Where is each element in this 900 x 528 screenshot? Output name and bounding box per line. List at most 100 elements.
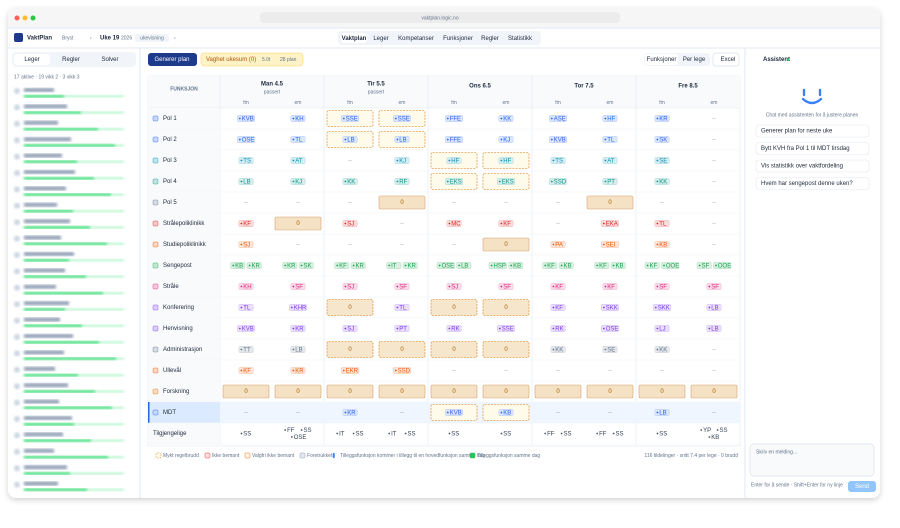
chip[interactable]: [498, 220, 514, 227]
minimize[interactable]: [22, 15, 28, 21]
sidebar-tab[interactable]: Solver: [101, 57, 118, 63]
chip[interactable]: [445, 136, 464, 143]
suggestion[interactable]: [755, 159, 870, 173]
chip[interactable]: [290, 115, 306, 122]
chip[interactable]: [334, 262, 350, 269]
chip[interactable]: [661, 262, 680, 269]
chip[interactable]: [394, 136, 410, 143]
chip[interactable]: [601, 325, 620, 332]
chip[interactable]: [290, 136, 306, 143]
chip[interactable]: [601, 220, 620, 227]
chip[interactable]: [341, 115, 360, 122]
chip[interactable]: [238, 157, 254, 164]
chip[interactable]: [549, 115, 568, 122]
chip[interactable]: [446, 283, 462, 290]
chip[interactable]: [394, 178, 410, 185]
export-button[interactable]: [712, 52, 740, 67]
chip[interactable]: [238, 241, 254, 248]
chip[interactable]: [654, 283, 670, 290]
chip[interactable]: [445, 178, 464, 185]
chip[interactable]: [236, 136, 255, 143]
chip[interactable]: [445, 409, 464, 416]
chip[interactable]: [654, 115, 670, 122]
chip[interactable]: [445, 115, 464, 122]
chip[interactable]: [394, 304, 410, 311]
chip[interactable]: [706, 304, 722, 311]
view[interactable]: Per lege: [683, 57, 706, 63]
address-bar[interactable]: [260, 12, 620, 23]
send-button[interactable]: [848, 481, 876, 492]
chip[interactable]: [290, 346, 306, 353]
message-input[interactable]: [749, 443, 875, 477]
chip[interactable]: [644, 262, 660, 269]
chip[interactable]: [341, 367, 360, 374]
chip[interactable]: [290, 178, 306, 185]
chip[interactable]: [238, 220, 254, 227]
sidebar-tab[interactable]: Regler: [62, 57, 80, 63]
chip[interactable]: [550, 304, 566, 311]
maximize[interactable]: [30, 15, 36, 21]
chip[interactable]: [342, 283, 358, 290]
chip[interactable]: [498, 283, 514, 290]
chip[interactable]: [654, 325, 670, 332]
chip[interactable]: [402, 262, 418, 269]
tab[interactable]: Vaktplan: [342, 36, 367, 42]
chip[interactable]: [238, 304, 254, 311]
chip[interactable]: [497, 178, 516, 185]
tab[interactable]: Statistikk: [508, 36, 533, 42]
chip[interactable]: [549, 178, 568, 185]
chip[interactable]: [498, 157, 514, 164]
view-active[interactable]: [645, 54, 678, 65]
chip[interactable]: [654, 157, 670, 164]
chip[interactable]: [550, 241, 566, 248]
chip[interactable]: [436, 262, 455, 269]
chip[interactable]: [713, 262, 732, 269]
chip[interactable]: [706, 283, 722, 290]
tab[interactable]: Kompetanser: [398, 36, 434, 42]
warning-pill[interactable]: [200, 52, 304, 67]
chip[interactable]: [238, 367, 254, 374]
chip[interactable]: [350, 262, 366, 269]
chip[interactable]: [602, 136, 618, 143]
suggestion[interactable]: [755, 124, 870, 138]
chip[interactable]: [386, 262, 402, 269]
chip[interactable]: [696, 262, 712, 269]
chip[interactable]: [290, 367, 306, 374]
chip[interactable]: [290, 325, 306, 332]
chip[interactable]: [706, 325, 722, 332]
chip[interactable]: [550, 346, 566, 353]
chip[interactable]: [246, 262, 262, 269]
chip[interactable]: [654, 241, 670, 248]
chip[interactable]: [602, 346, 618, 353]
chip[interactable]: [498, 409, 514, 416]
chip[interactable]: [238, 178, 254, 185]
tab[interactable]: Funksjoner: [443, 36, 473, 42]
chip[interactable]: [654, 409, 670, 416]
chip[interactable]: [290, 283, 306, 290]
chip[interactable]: [290, 157, 306, 164]
prev-week[interactable]: ‹: [90, 35, 92, 41]
chip[interactable]: [654, 346, 670, 353]
tab[interactable]: Leger: [373, 36, 388, 42]
next-week[interactable]: ›: [174, 35, 176, 41]
chip[interactable]: [602, 115, 618, 122]
chip[interactable]: [654, 220, 670, 227]
chip[interactable]: [653, 304, 672, 311]
sidebar-tab[interactable]: Leger: [24, 57, 39, 63]
chip[interactable]: [456, 262, 472, 269]
chip[interactable]: [342, 325, 358, 332]
chip[interactable]: [550, 157, 566, 164]
chip[interactable]: [542, 262, 558, 269]
chip[interactable]: [488, 262, 507, 269]
chip[interactable]: [298, 262, 314, 269]
close[interactable]: [14, 15, 20, 21]
chip[interactable]: [282, 262, 298, 269]
chip[interactable]: [342, 409, 358, 416]
chip[interactable]: [238, 283, 254, 290]
chip[interactable]: [230, 262, 246, 269]
chip[interactable]: [610, 262, 626, 269]
chip[interactable]: [394, 325, 410, 332]
tab[interactable]: Regler: [481, 36, 499, 42]
chip[interactable]: [549, 136, 568, 143]
chip[interactable]: [446, 325, 462, 332]
